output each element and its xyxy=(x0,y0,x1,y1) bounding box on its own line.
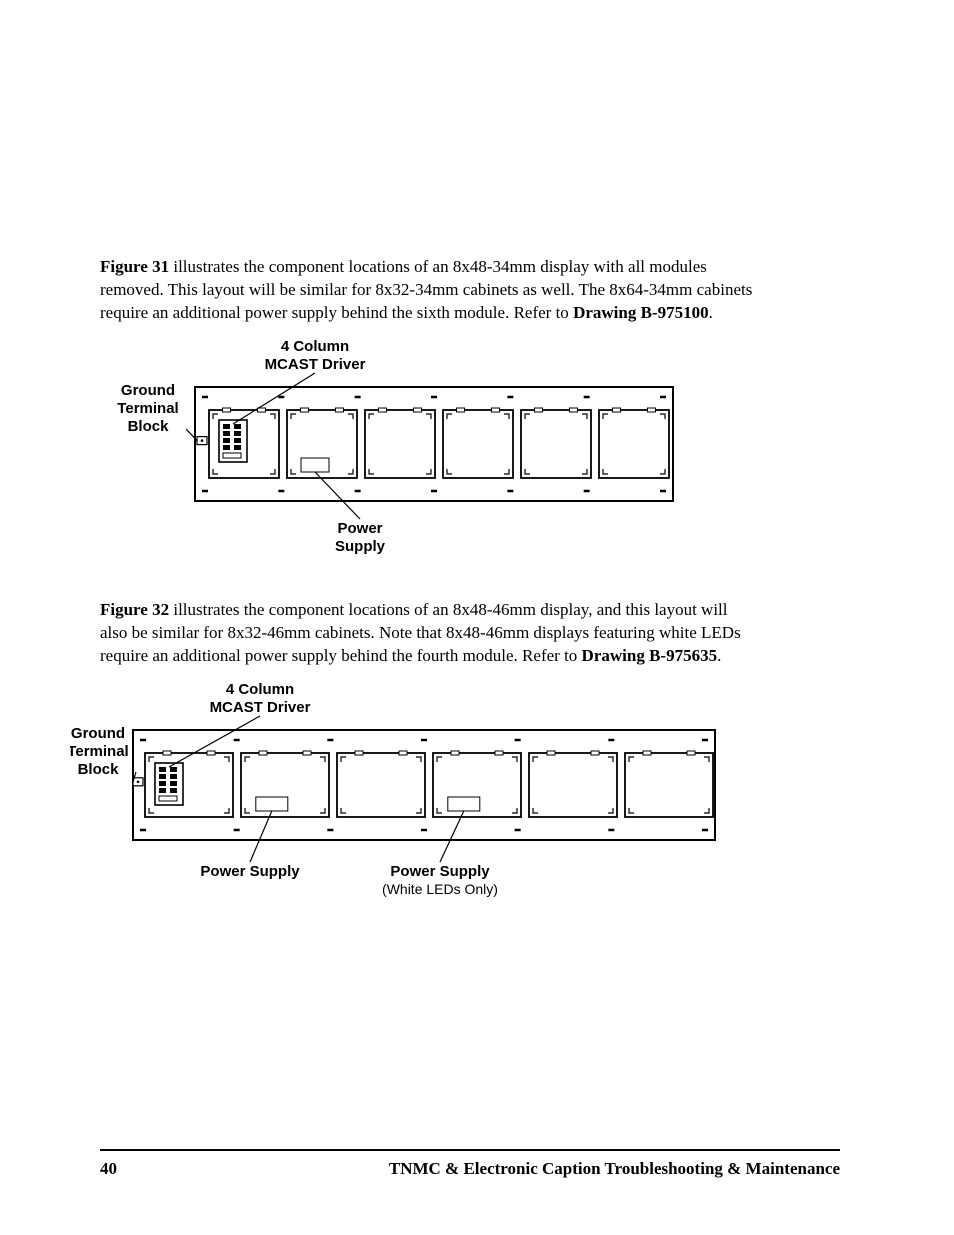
svg-text:Power Supply: Power Supply xyxy=(200,863,300,880)
para1-l3-head: require an additional power supply behin… xyxy=(100,303,573,322)
svg-text:Supply: Supply xyxy=(335,538,386,555)
svg-text:Block: Block xyxy=(78,761,120,778)
page-footer: 40 TNMC & Electronic Caption Troubleshoo… xyxy=(100,1159,840,1179)
svg-text:Power: Power xyxy=(337,520,382,537)
paragraph-fig32: Figure 32 illustrates the component loca… xyxy=(100,599,840,668)
para2-l3-tail: . xyxy=(717,646,721,665)
svg-text:(White LEDs Only): (White LEDs Only) xyxy=(382,881,498,897)
para1-l2: removed. This layout will be similar for… xyxy=(100,280,752,299)
para2-l2: also be similar for 8x32-46mm cabinets. … xyxy=(100,623,741,642)
svg-text:4 Column: 4 Column xyxy=(226,681,294,698)
svg-text:MCAST Driver: MCAST Driver xyxy=(210,699,311,716)
figure-32-svg: 4 ColumnMCAST Driver GroundTerminalBlock P… xyxy=(70,676,730,908)
svg-text:4 Column: 4 Column xyxy=(281,338,349,355)
figure-31: 4 ColumnMCAST Driver GroundTerminalBlock P… xyxy=(100,333,840,563)
page-number: 40 xyxy=(100,1159,117,1179)
figure-32: 4 ColumnMCAST Driver GroundTerminalBlock P… xyxy=(70,676,840,908)
svg-text:Block: Block xyxy=(128,418,170,435)
para1-l3-bold: Drawing B-975100 xyxy=(573,303,709,322)
para1-l1-tail: illustrates the component locations of a… xyxy=(169,257,707,276)
svg-text:MCAST Driver: MCAST Driver xyxy=(265,356,366,373)
footer-title: TNMC & Electronic Caption Troubleshootin… xyxy=(389,1159,840,1179)
svg-text:Terminal: Terminal xyxy=(70,743,129,760)
fig31-label: Figure 31 xyxy=(100,257,169,276)
para2-l1-tail: illustrates the component locations of a… xyxy=(169,600,727,619)
svg-text:Ground: Ground xyxy=(121,382,175,399)
para2-l3-head: require an additional power supply behin… xyxy=(100,646,582,665)
svg-text:Terminal: Terminal xyxy=(117,400,178,417)
para1-l3-tail: . xyxy=(709,303,713,322)
svg-text:Ground: Ground xyxy=(71,725,125,742)
svg-text:Power Supply: Power Supply xyxy=(390,863,490,880)
footer-rule xyxy=(100,1149,840,1151)
para2-l3-bold: Drawing B-975635 xyxy=(582,646,718,665)
paragraph-fig31: Figure 31 illustrates the component loca… xyxy=(100,256,840,325)
figure-31-svg: 4 ColumnMCAST Driver GroundTerminalBlock P… xyxy=(100,333,685,563)
fig32-label: Figure 32 xyxy=(100,600,169,619)
